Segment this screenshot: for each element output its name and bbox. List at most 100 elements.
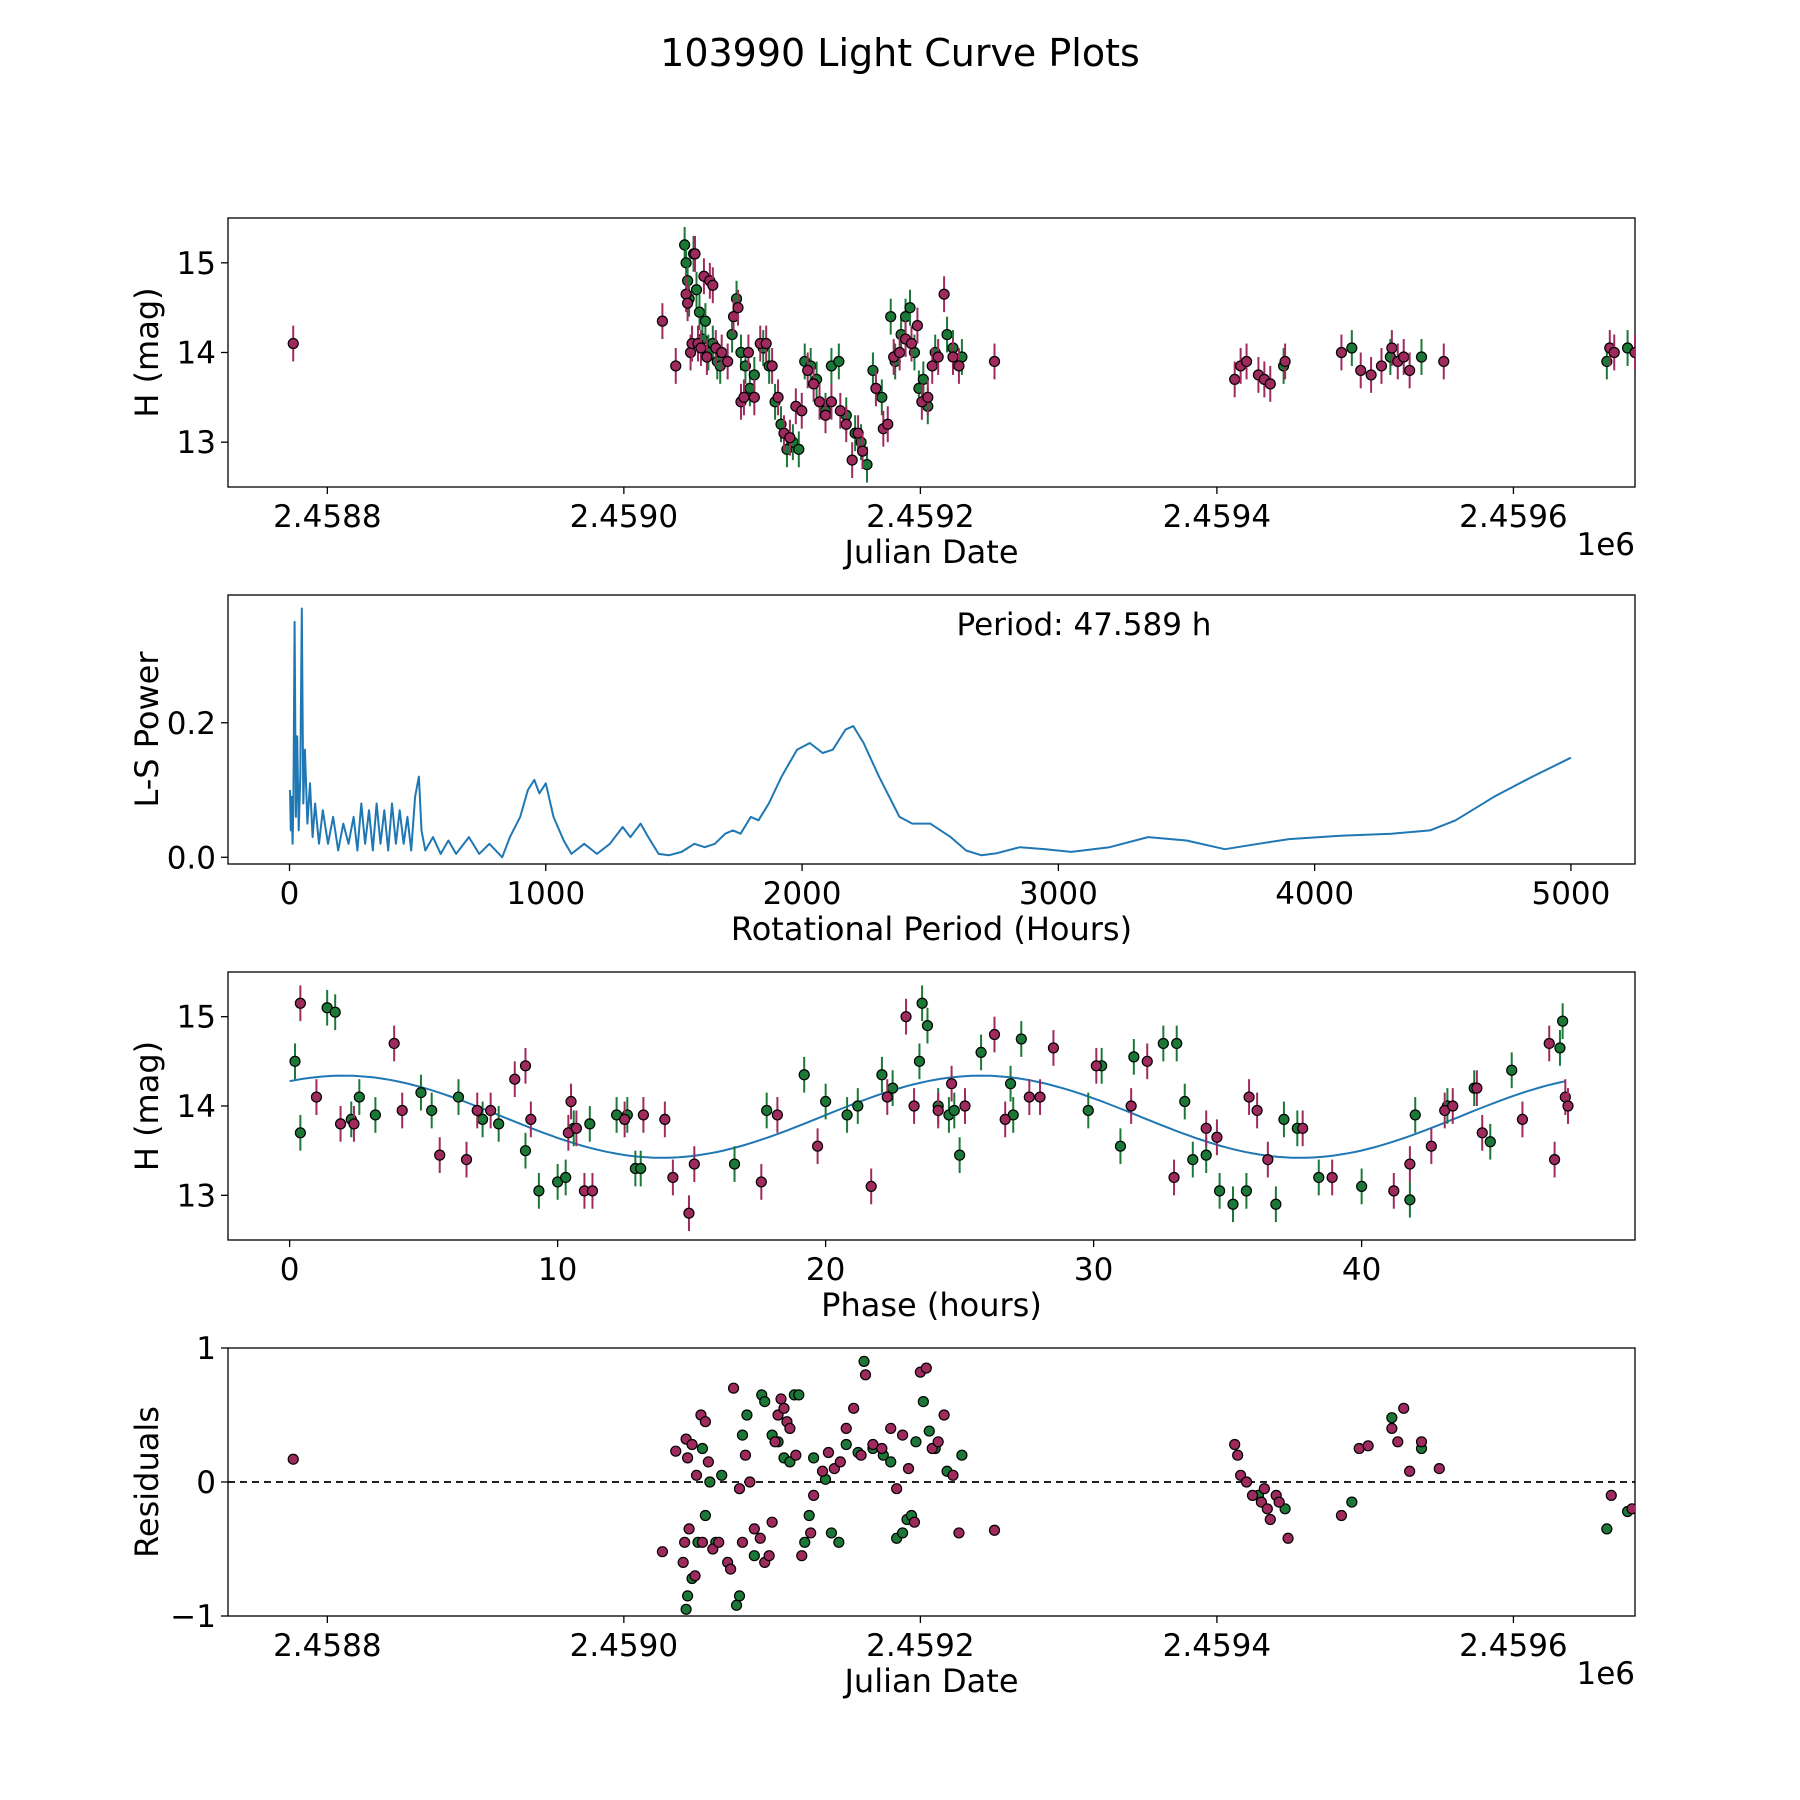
magenta-data-point xyxy=(388,1037,400,1050)
magenta-data-point xyxy=(1398,1402,1410,1414)
green-data-point xyxy=(798,1069,810,1081)
magenta-data-point xyxy=(1425,1140,1437,1152)
green-data-point xyxy=(693,306,706,318)
magenta-data-point xyxy=(1141,1055,1153,1067)
y-axis-label: Residuals xyxy=(128,1406,166,1558)
magenta-data-point xyxy=(471,1104,483,1117)
magenta-data-point xyxy=(1211,1131,1223,1143)
magenta-data-point xyxy=(1047,1042,1060,1054)
magenta-data-point xyxy=(1326,1171,1338,1184)
green-data-point xyxy=(690,284,703,296)
green-data-point xyxy=(956,1449,968,1461)
magenta-data-point xyxy=(1090,1060,1102,1072)
magenta-data-point xyxy=(659,1113,671,1126)
green-data-point xyxy=(1346,1496,1358,1508)
magenta-data-point xyxy=(334,1118,347,1130)
magenta-data-point xyxy=(796,1550,808,1562)
magenta-data-point xyxy=(656,1546,669,1558)
magenta-data-point xyxy=(1264,1513,1276,1526)
magenta-data-point xyxy=(1279,355,1291,368)
magenta-data-point xyxy=(840,1422,852,1435)
magenta-data-point xyxy=(565,1095,577,1108)
magenta-data-point xyxy=(519,1060,532,1072)
magenta-data-point xyxy=(1232,1449,1244,1461)
green-data-point xyxy=(913,1055,926,1067)
magenta-data-point xyxy=(808,1489,820,1502)
magenta-data-point xyxy=(1386,342,1398,354)
x-tick-label: 0 xyxy=(280,876,300,912)
magenta-data-point xyxy=(754,1532,766,1544)
green-data-point xyxy=(533,1185,545,1197)
green-data-point xyxy=(682,275,694,287)
magenta-data-point xyxy=(947,351,959,363)
magenta-data-point xyxy=(999,1113,1011,1126)
green-data-point xyxy=(1554,1042,1566,1054)
magenta-data-point xyxy=(1447,1100,1459,1112)
magenta-data-point xyxy=(1335,346,1348,359)
magenta-data-point xyxy=(846,454,858,466)
figure-title: 103990 Light Curve Plots xyxy=(660,31,1140,75)
green-data-point xyxy=(833,355,845,368)
data-layer xyxy=(289,985,1574,1232)
magenta-data-point xyxy=(1229,373,1241,385)
green-data-point xyxy=(916,997,928,1009)
green-data-point xyxy=(1004,1078,1017,1090)
green-data-point xyxy=(825,1527,838,1539)
green-data-point xyxy=(1356,1180,1368,1193)
magenta-data-point xyxy=(460,1153,473,1166)
magenta-data-point xyxy=(932,1436,944,1448)
green-data-point xyxy=(294,1127,306,1139)
green-data-point xyxy=(1484,1136,1496,1148)
y-tick-label: 0.0 xyxy=(167,840,216,876)
x-tick-label: 2000 xyxy=(763,876,842,912)
green-data-point xyxy=(560,1171,572,1184)
y-tick-label: −1 xyxy=(170,1599,216,1635)
green-data-point xyxy=(941,328,953,341)
magenta-data-point xyxy=(805,1527,817,1539)
green-data-point xyxy=(353,1091,365,1103)
magenta-data-point xyxy=(896,1429,909,1441)
magenta-data-point xyxy=(1023,1091,1035,1103)
magenta-data-point xyxy=(938,288,950,300)
magenta-data-point xyxy=(683,1523,695,1535)
magenta-data-point xyxy=(775,1393,787,1405)
magenta-data-point xyxy=(287,1453,299,1465)
magenta-data-point xyxy=(988,1524,1001,1536)
magenta-data-point xyxy=(1626,1503,1635,1515)
y-tick-label: 15 xyxy=(177,246,216,282)
magenta-data-point xyxy=(727,1382,740,1394)
magenta-data-point xyxy=(855,1449,867,1461)
magenta-data-point xyxy=(699,1416,712,1428)
magenta-data-point xyxy=(1415,1436,1428,1448)
magenta-data-point xyxy=(947,1469,959,1481)
green-data-point xyxy=(329,1006,341,1018)
magenta-data-point xyxy=(733,1483,746,1495)
green-data-point xyxy=(1015,1033,1027,1045)
x-tick-label: 2.4596 xyxy=(1459,499,1567,535)
y-tick-label: 15 xyxy=(177,1000,216,1036)
magenta-data-point xyxy=(1200,1122,1212,1134)
green-data-point xyxy=(820,1095,832,1108)
magenta-data-point xyxy=(988,355,1001,368)
magenta-data-point xyxy=(870,382,882,394)
green-data-point xyxy=(584,1118,596,1130)
x-axis-label: Julian Date xyxy=(842,1662,1018,1700)
green-data-point xyxy=(1557,1015,1569,1027)
green-data-point xyxy=(923,1425,935,1437)
x-axis-label: Julian Date xyxy=(842,533,1018,571)
plot-frame xyxy=(227,971,1636,1241)
magenta-data-point xyxy=(682,297,694,309)
magenta-data-point xyxy=(732,302,744,314)
green-data-point xyxy=(704,1476,716,1488)
magenta-data-point xyxy=(876,1442,888,1455)
green-data-point xyxy=(699,1509,712,1522)
x-axis-label: Rotational Period (Hours) xyxy=(731,910,1132,948)
magenta-data-point xyxy=(1034,1091,1046,1103)
magenta-data-point xyxy=(310,1091,323,1103)
x-tick-label: 2.4594 xyxy=(1163,499,1271,535)
magenta-data-point xyxy=(637,1109,650,1121)
green-data-point xyxy=(1128,1051,1140,1063)
magenta-data-point xyxy=(677,1556,689,1569)
magenta-data-point xyxy=(667,1171,679,1184)
plot-frame xyxy=(227,1347,1636,1617)
